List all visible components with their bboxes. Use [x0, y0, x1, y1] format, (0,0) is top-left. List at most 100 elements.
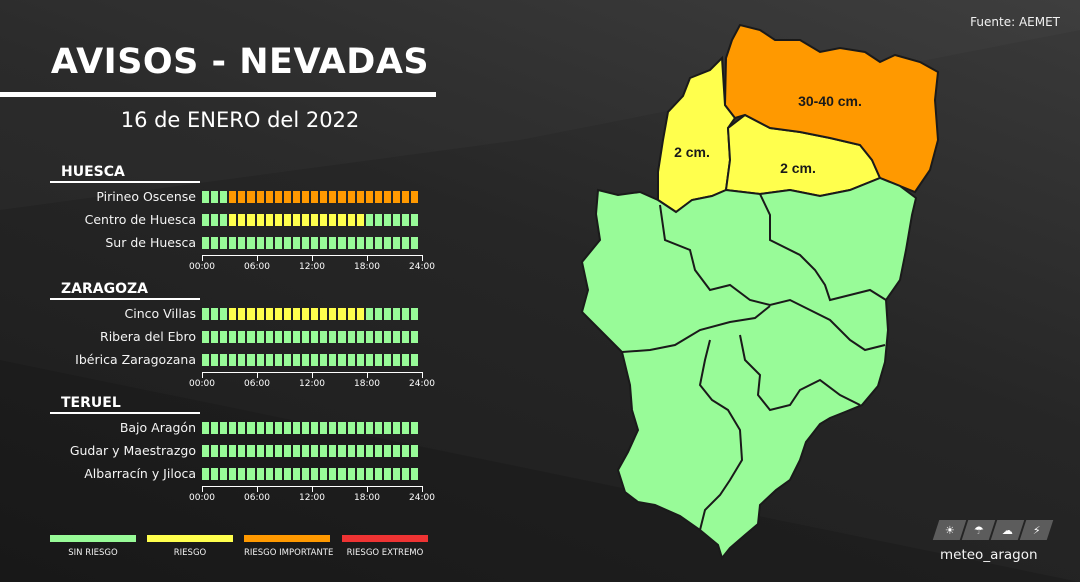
hour-cell	[356, 422, 364, 434]
hour-cell	[338, 214, 346, 226]
hour-cell	[320, 468, 328, 480]
hour-cell	[338, 237, 346, 249]
time-tick-label: 12:00	[299, 262, 325, 272]
legend-label: RIESGO	[173, 548, 207, 558]
hour-cell	[383, 445, 391, 457]
hour-cell	[302, 191, 310, 203]
map-label-centro: 2 cm.	[780, 160, 816, 176]
time-tick	[202, 255, 203, 261]
hour-cell	[365, 422, 373, 434]
hour-cell	[365, 191, 373, 203]
map-zone-pirineo-este	[723, 23, 940, 194]
hour-cell	[374, 354, 382, 366]
hour-cell	[283, 237, 291, 249]
sun-icon: ☀	[932, 520, 967, 540]
hour-cell	[338, 422, 346, 434]
hour-cell	[202, 214, 210, 226]
hour-cell	[365, 308, 373, 320]
map-internal-border	[621, 305, 771, 353]
time-tick	[257, 486, 258, 492]
hour-cell	[229, 331, 237, 343]
hour-cell	[247, 468, 255, 480]
hour-cell	[238, 214, 246, 226]
hour-cell	[338, 191, 346, 203]
hour-cell	[292, 331, 301, 343]
hour-cell	[374, 237, 382, 249]
time-tick-label: 24:00	[409, 262, 435, 272]
hour-cell	[329, 214, 337, 226]
legend-item-riesgo-extremo: RIESGO EXTREMO	[342, 535, 428, 558]
hour-cell	[274, 445, 282, 457]
hour-cell	[347, 354, 355, 366]
hour-cell	[238, 468, 246, 480]
hour-cell	[256, 445, 264, 457]
map-zone-pirineo-oeste	[657, 55, 737, 214]
hour-cell	[292, 468, 301, 480]
hour-cell	[320, 422, 328, 434]
hourly-cells	[202, 308, 419, 320]
hour-cell	[356, 308, 364, 320]
map-internal-border	[698, 339, 744, 531]
hour-cell	[247, 237, 255, 249]
hour-cell	[320, 237, 328, 249]
hourly-cells	[202, 237, 419, 249]
hourly-cells	[202, 331, 419, 343]
hour-cell	[211, 191, 219, 203]
hour-cell	[238, 331, 246, 343]
hour-cell	[202, 237, 210, 249]
time-tick-label: 18:00	[354, 493, 380, 503]
hour-cell	[392, 214, 401, 226]
hour-cell	[247, 331, 255, 343]
hour-cell	[265, 354, 273, 366]
hour-cell	[220, 308, 228, 320]
hour-cell	[247, 422, 255, 434]
hour-cell	[402, 331, 410, 343]
time-tick	[367, 255, 368, 261]
hour-cell	[365, 237, 373, 249]
hour-cell	[274, 308, 282, 320]
time-tick-label: 24:00	[409, 379, 435, 389]
hour-cell	[211, 308, 219, 320]
time-tick	[202, 372, 203, 378]
hourly-cells	[202, 354, 419, 366]
hour-cell	[311, 308, 319, 320]
hour-cell	[311, 468, 319, 480]
hour-cell	[220, 191, 228, 203]
hour-cell	[211, 445, 219, 457]
time-tick-label: 00:00	[189, 379, 215, 389]
hour-cell	[374, 422, 382, 434]
hour-cell	[329, 354, 337, 366]
hour-cell	[338, 308, 346, 320]
zone-label: Albarracín y Jiloca	[84, 466, 196, 481]
hour-cell	[292, 422, 301, 434]
time-tick	[202, 486, 203, 492]
time-tick	[422, 255, 423, 261]
legend-item-sin-riesgo: SIN RIESGO	[50, 535, 136, 558]
hour-cell	[311, 354, 319, 366]
hour-cell	[247, 308, 255, 320]
hour-cell	[329, 308, 337, 320]
hour-cell	[292, 308, 301, 320]
hour-cell	[283, 468, 291, 480]
hour-cell	[220, 422, 228, 434]
hour-cell	[411, 354, 419, 366]
hour-cell	[402, 191, 410, 203]
hour-cell	[338, 354, 346, 366]
hour-cell	[265, 237, 273, 249]
hour-cell	[265, 191, 273, 203]
hourly-cells	[202, 191, 419, 203]
hour-cell	[247, 354, 255, 366]
hour-cell	[365, 214, 373, 226]
hour-cell	[338, 445, 346, 457]
hour-cell	[383, 214, 391, 226]
hour-cell	[202, 422, 210, 434]
time-tick-label: 18:00	[354, 262, 380, 272]
partly-cloudy-icon: ☁	[990, 520, 1025, 540]
map-internal-border	[759, 193, 887, 302]
zone-row: Albarracín y Jiloca	[0, 466, 419, 482]
hour-cell	[411, 422, 419, 434]
zone-label: Bajo Aragón	[119, 420, 196, 435]
hour-cell	[329, 468, 337, 480]
hour-cell	[374, 191, 382, 203]
hour-cell	[311, 237, 319, 249]
